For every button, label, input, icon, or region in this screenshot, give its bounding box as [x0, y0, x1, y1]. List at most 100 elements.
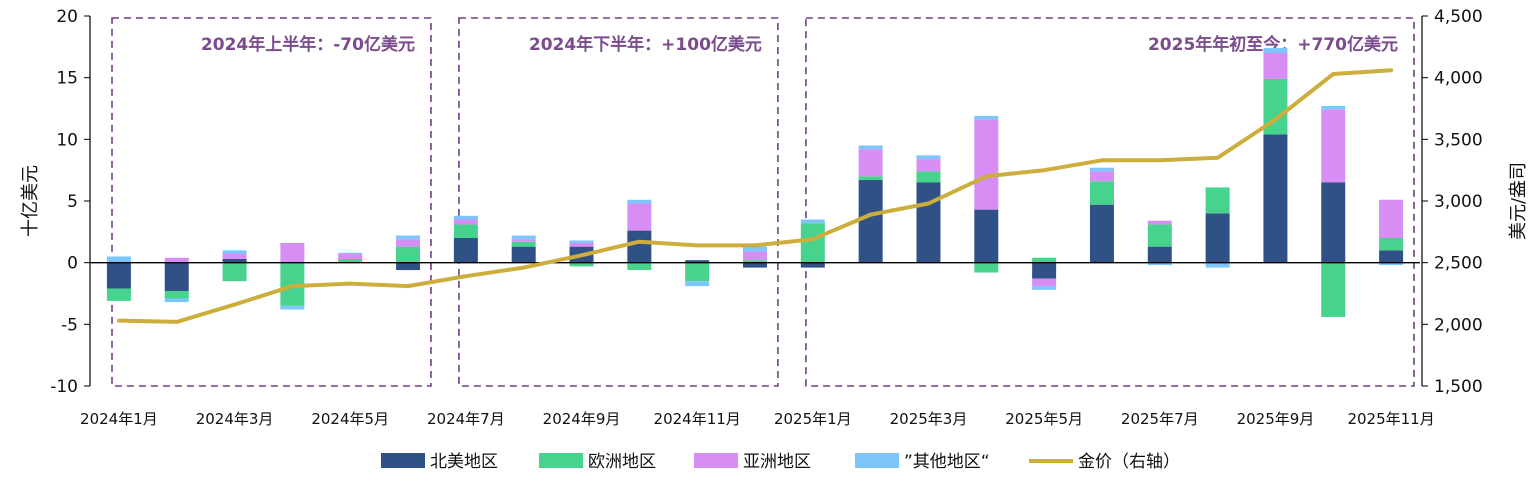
- left-tick-0: -10: [50, 377, 78, 397]
- legend-swatch-1: [539, 453, 583, 468]
- period-box-1: [458, 17, 779, 387]
- bar-0-9: [627, 230, 652, 263]
- bar-3-22: [1379, 262, 1404, 266]
- legend-label-0: 北美地区: [430, 452, 498, 472]
- period-box-0: [111, 17, 432, 387]
- bar-2-21: [1321, 109, 1346, 183]
- bar-3-9: [627, 199, 652, 204]
- right-tick-6: 4,500: [1434, 7, 1483, 27]
- period-annotations: 2024年上半年：-70亿美元 2024年下半年：+100亿美元 2025年年初至今…: [111, 17, 1415, 387]
- bar-0-13: [858, 180, 883, 263]
- bar-2-22: [1379, 199, 1404, 238]
- bar-2-17: [1089, 171, 1114, 182]
- legend-swatch-0: [381, 453, 425, 468]
- bar-1-17: [1089, 181, 1114, 205]
- legend-swatch-3: [855, 453, 899, 468]
- x-tick-6: 2024年7月: [427, 410, 505, 428]
- legend-label-1: 欧洲地区: [588, 452, 656, 472]
- bar-3-13: [858, 145, 883, 150]
- period-label-1: 2024年下半年：+100亿美元: [529, 34, 762, 55]
- bar-3-3: [280, 305, 305, 310]
- left-tick-4: 10: [56, 130, 78, 150]
- bar-1-18: [1147, 224, 1172, 247]
- bar-1-6: [453, 224, 478, 238]
- bar-0-15: [974, 209, 999, 263]
- x-tick-0: 2024年1月: [80, 410, 158, 428]
- legend-label-2: 亚洲地区: [743, 452, 811, 472]
- bar-0-17: [1089, 204, 1114, 263]
- bar-0-21: [1321, 182, 1346, 263]
- x-tick-18: 2025年7月: [1121, 410, 1199, 428]
- bar-2-5: [396, 239, 421, 247]
- bar-1-5: [396, 246, 421, 263]
- x-tick-10: 2024年11月: [654, 410, 741, 428]
- bar-1-12: [800, 223, 825, 263]
- bar-2-9: [627, 203, 652, 231]
- bar-0-12: [800, 262, 825, 268]
- bar-2-4: [338, 254, 363, 259]
- bar-0-7: [511, 246, 536, 263]
- bar-1-13: [858, 176, 883, 181]
- bar-0-22: [1379, 250, 1404, 263]
- x-tick-12: 2025年1月: [774, 410, 852, 428]
- bar-2-1: [164, 257, 189, 263]
- right-tick-3: 3,000: [1434, 192, 1483, 212]
- left-tick-6: 20: [56, 7, 78, 27]
- bars: [106, 48, 1404, 317]
- x-tick-4: 2024年5月: [311, 410, 389, 428]
- bar-3-6: [453, 215, 478, 220]
- x-tick-22: 2025年11月: [1347, 410, 1434, 428]
- bar-1-11: [743, 260, 767, 263]
- bar-0-18: [1147, 246, 1172, 263]
- bar-3-8: [569, 240, 594, 243]
- bar-0-10: [685, 260, 710, 263]
- bar-2-8: [569, 242, 594, 247]
- bar-0-0: [106, 262, 131, 289]
- legend-label-3: ”其他地区“: [904, 452, 990, 472]
- bar-1-0: [106, 288, 131, 301]
- bar-0-2: [222, 258, 247, 263]
- bar-1-2: [222, 262, 247, 282]
- right-tick-0: 1,500: [1434, 377, 1483, 397]
- left-tick-1: -5: [61, 315, 78, 335]
- bar-3-16: [1032, 286, 1057, 290]
- bar-3-12: [800, 219, 825, 224]
- bar-2-13: [858, 149, 883, 177]
- bar-1-7: [511, 241, 536, 247]
- bar-0-1: [164, 262, 189, 292]
- bar-2-14: [916, 159, 941, 172]
- bar-0-20: [1263, 134, 1288, 263]
- bar-1-10: [685, 262, 710, 282]
- bar-3-17: [1089, 167, 1114, 172]
- right-tick-2: 2,500: [1434, 254, 1483, 274]
- gold-price-polyline: [116, 68, 1394, 324]
- period-box-2: [805, 17, 1415, 387]
- bar-3-1: [164, 298, 189, 303]
- bar-1-4: [338, 258, 363, 263]
- legend-swatch-2: [694, 453, 738, 468]
- left-tick-3: 5: [67, 192, 78, 212]
- bar-3-19: [1205, 262, 1230, 268]
- bar-3-0: [106, 256, 131, 263]
- bar-1-8: [569, 262, 594, 267]
- x-tick-2: 2024年3月: [196, 410, 274, 428]
- x-tick-8: 2024年9月: [543, 410, 621, 428]
- left-tick-2: 0: [67, 254, 78, 274]
- bar-1-19: [1205, 187, 1230, 214]
- x-tick-20: 2025年9月: [1237, 410, 1315, 428]
- bar-1-14: [916, 171, 941, 183]
- bar-3-4: [338, 252, 363, 255]
- period-label-2: 2025年年初至今：+770亿美元: [1148, 34, 1398, 55]
- x-tick-14: 2025年3月: [890, 410, 968, 428]
- bar-0-6: [453, 238, 478, 263]
- right-tick-4: 3,500: [1434, 130, 1483, 150]
- bar-1-21: [1321, 262, 1346, 317]
- bar-1-9: [627, 262, 652, 271]
- bar-3-18: [1147, 262, 1172, 266]
- bar-3-7: [511, 235, 536, 240]
- bar-3-21: [1321, 106, 1346, 110]
- bar-0-11: [743, 262, 767, 268]
- bar-3-2: [222, 250, 247, 255]
- gold-price-line: [116, 68, 1394, 324]
- left-tick-5: 15: [56, 69, 78, 89]
